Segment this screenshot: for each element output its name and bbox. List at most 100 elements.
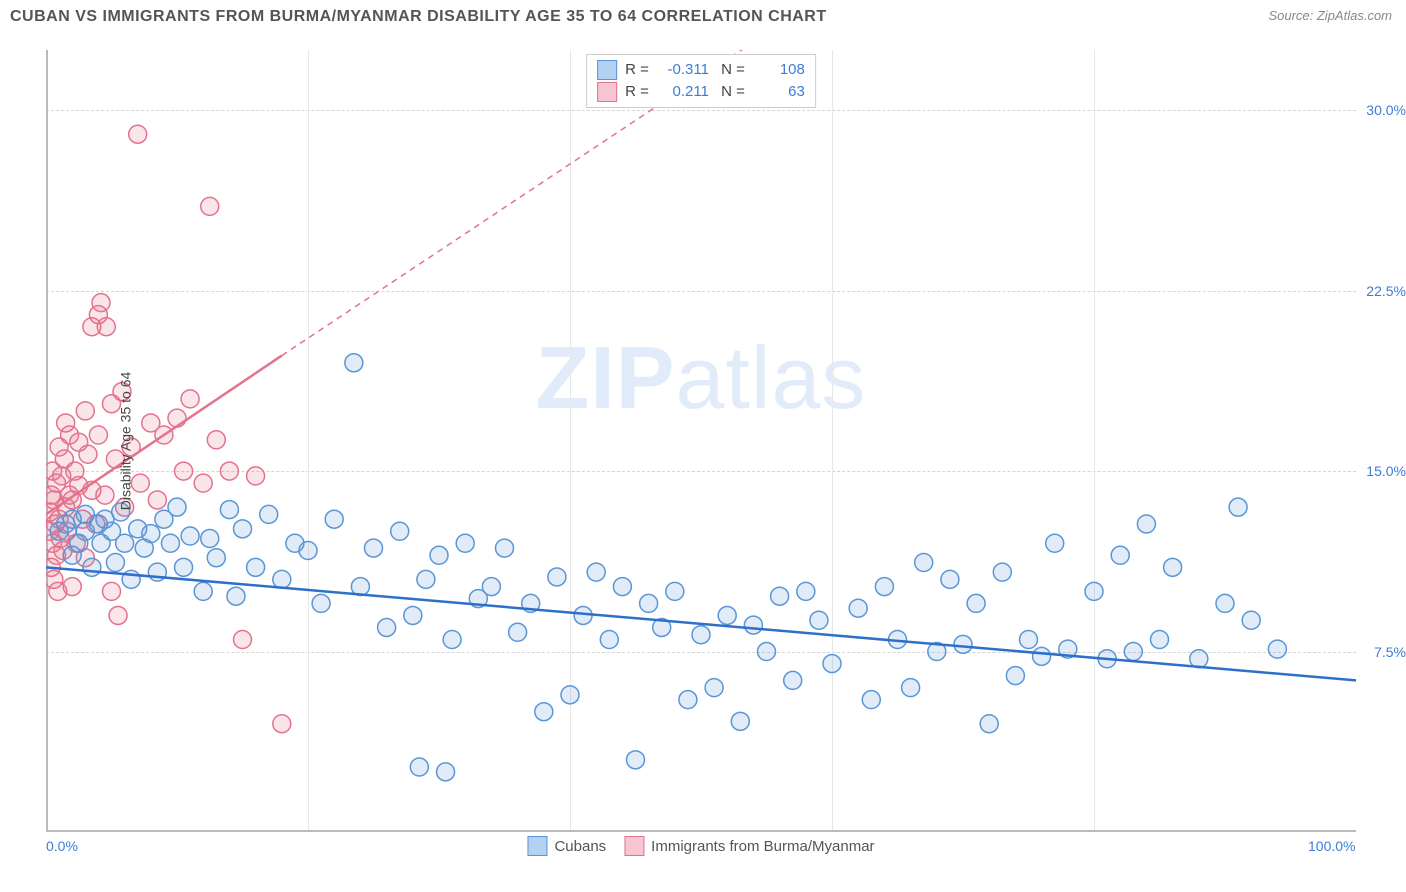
data-point — [201, 529, 219, 547]
data-point — [600, 631, 618, 649]
data-point — [227, 587, 245, 605]
data-point — [109, 606, 127, 624]
y-tick-label: 22.5% — [1366, 283, 1406, 299]
data-point — [548, 568, 566, 586]
data-point — [875, 578, 893, 596]
stats-row-pink: R =0.211 N =63 — [597, 81, 805, 103]
data-point — [247, 467, 265, 485]
data-point — [967, 594, 985, 612]
y-tick-label: 30.0% — [1366, 102, 1406, 118]
data-point — [758, 643, 776, 661]
data-point — [509, 623, 527, 641]
data-point — [97, 318, 115, 336]
data-point — [1111, 546, 1129, 564]
data-point — [103, 582, 121, 600]
data-point — [92, 294, 110, 312]
data-point — [234, 520, 252, 538]
legend-item-burma: Immigrants from Burma/Myanmar — [624, 836, 874, 856]
data-point — [76, 402, 94, 420]
data-point — [954, 635, 972, 653]
data-point — [849, 599, 867, 617]
data-point — [181, 390, 199, 408]
swatch-blue-icon — [527, 836, 547, 856]
data-point — [1033, 647, 1051, 665]
data-point — [220, 462, 238, 480]
data-point — [89, 426, 107, 444]
data-point — [1124, 643, 1142, 661]
data-point — [234, 631, 252, 649]
data-point — [535, 703, 553, 721]
data-point — [83, 558, 101, 576]
data-point — [220, 501, 238, 519]
y-tick-label: 7.5% — [1374, 644, 1406, 660]
data-point — [312, 594, 330, 612]
data-point — [325, 510, 343, 528]
data-point — [1020, 631, 1038, 649]
x-tick-label: 0.0% — [46, 838, 78, 854]
data-point — [201, 197, 219, 215]
data-point — [410, 758, 428, 776]
data-point — [175, 462, 193, 480]
data-point — [731, 712, 749, 730]
data-point — [142, 525, 160, 543]
data-point — [718, 606, 736, 624]
swatch-pink — [597, 82, 617, 102]
data-point — [299, 541, 317, 559]
data-point — [79, 445, 97, 463]
legend-item-cubans: Cubans — [527, 836, 606, 856]
data-point — [1216, 594, 1234, 612]
data-point — [1268, 640, 1286, 658]
data-point — [1137, 515, 1155, 533]
data-point — [1242, 611, 1260, 629]
data-point — [902, 679, 920, 697]
data-point — [679, 691, 697, 709]
data-point — [417, 570, 435, 588]
data-point — [207, 549, 225, 567]
data-point — [482, 578, 500, 596]
data-point — [613, 578, 631, 596]
data-point — [260, 505, 278, 523]
data-point — [96, 486, 114, 504]
plot-area: ZIPatlas Disability Age 35 to 64 R =-0.3… — [46, 50, 1356, 832]
data-point — [941, 570, 959, 588]
data-point — [666, 582, 684, 600]
y-axis-label: Disability Age 35 to 64 — [117, 372, 133, 511]
source-label: Source: ZipAtlas.com — [1268, 8, 1392, 23]
data-point — [404, 606, 422, 624]
data-point — [181, 527, 199, 545]
data-point — [106, 554, 124, 572]
data-point — [1006, 667, 1024, 685]
data-point — [207, 431, 225, 449]
data-point — [1164, 558, 1182, 576]
data-point — [587, 563, 605, 581]
data-point — [1085, 582, 1103, 600]
data-point — [443, 631, 461, 649]
data-point — [391, 522, 409, 540]
swatch-pink-icon — [624, 836, 644, 856]
data-point — [744, 616, 762, 634]
data-point — [993, 563, 1011, 581]
data-point — [797, 582, 815, 600]
data-point — [168, 409, 186, 427]
data-point — [784, 671, 802, 689]
data-point — [247, 558, 265, 576]
data-point — [273, 715, 291, 733]
data-point — [148, 491, 166, 509]
data-point — [496, 539, 514, 557]
data-point — [131, 474, 149, 492]
data-point — [129, 125, 147, 143]
bottom-legend: Cubans Immigrants from Burma/Myanmar — [527, 836, 874, 856]
data-point — [116, 534, 134, 552]
data-point — [705, 679, 723, 697]
swatch-blue — [597, 60, 617, 80]
trend-line — [46, 567, 1356, 680]
data-point — [194, 582, 212, 600]
data-point — [161, 534, 179, 552]
stats-row-blue: R =-0.311 N =108 — [597, 59, 805, 81]
data-point — [627, 751, 645, 769]
data-point — [168, 498, 186, 516]
data-point — [175, 558, 193, 576]
data-point — [823, 655, 841, 673]
data-point — [915, 554, 933, 572]
data-point — [430, 546, 448, 564]
